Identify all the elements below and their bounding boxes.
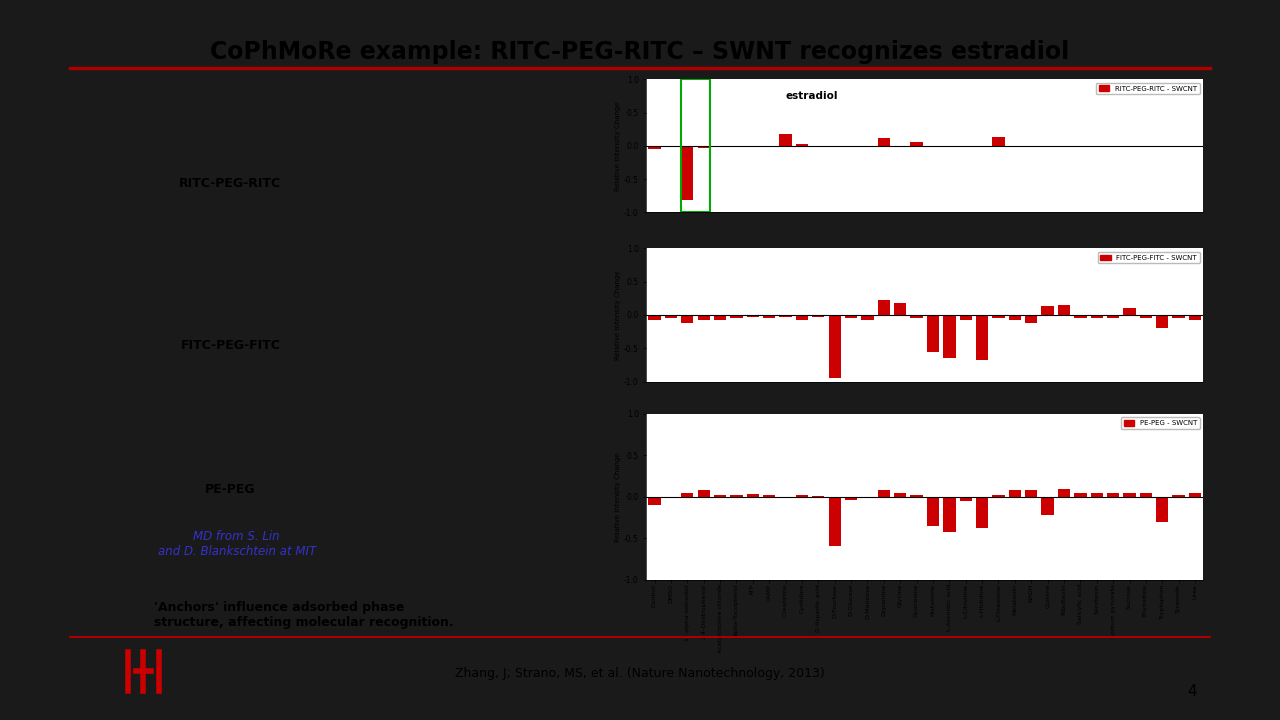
Bar	[1172, 495, 1185, 497]
Bar	[664, 497, 677, 498]
Bar	[1107, 315, 1119, 318]
Bar	[845, 497, 858, 500]
Bar	[1139, 493, 1152, 497]
Legend: FITC-PEG-FITC - SWCNT: FITC-PEG-FITC - SWCNT	[1097, 252, 1199, 264]
Bar	[796, 495, 808, 497]
Bar	[895, 493, 906, 497]
Bar	[780, 134, 792, 145]
Bar	[731, 495, 742, 497]
Legend: RITC-PEG-RITC - SWCNT: RITC-PEG-RITC - SWCNT	[1096, 83, 1199, 94]
Bar	[649, 497, 660, 505]
Bar	[927, 145, 940, 147]
Bar	[895, 303, 906, 315]
Bar	[1156, 497, 1169, 521]
Bar	[1124, 492, 1135, 497]
Bar	[1042, 306, 1053, 315]
Y-axis label: Relative Intensity Change: Relative Intensity Change	[616, 452, 621, 541]
Bar	[878, 490, 890, 497]
Bar	[681, 315, 694, 323]
Bar	[1139, 315, 1152, 318]
Bar	[681, 145, 694, 200]
Bar	[960, 145, 972, 147]
Bar	[992, 495, 1005, 497]
Bar	[714, 495, 726, 497]
Bar	[813, 315, 824, 317]
Bar	[1009, 490, 1021, 497]
Bar	[1057, 305, 1070, 315]
Bar	[681, 492, 694, 497]
Text: 'Anchors' influence adsorbed phase
structure, affecting molecular recognition.: 'Anchors' influence adsorbed phase struc…	[154, 601, 453, 629]
Bar	[910, 143, 923, 145]
Bar	[763, 315, 776, 318]
Bar	[878, 138, 890, 145]
Bar	[649, 145, 660, 149]
Bar	[681, 79, 710, 212]
Bar	[1074, 315, 1087, 318]
Bar	[664, 145, 677, 147]
Bar	[731, 315, 742, 318]
Bar	[861, 497, 874, 498]
Bar	[1124, 308, 1135, 315]
Bar	[992, 315, 1005, 318]
Bar	[992, 137, 1005, 145]
Bar	[1025, 315, 1037, 323]
Bar	[975, 497, 988, 528]
Bar	[1009, 315, 1021, 320]
Bar	[1172, 315, 1185, 318]
Bar	[1189, 315, 1201, 320]
Text: RITC-PEG-RITC: RITC-PEG-RITC	[179, 177, 282, 190]
Bar	[664, 315, 677, 318]
Bar	[943, 315, 955, 359]
Bar	[861, 315, 874, 320]
Bar	[714, 145, 726, 147]
Bar	[960, 315, 972, 320]
Bar	[1156, 315, 1169, 328]
Bar	[1107, 492, 1119, 497]
Bar	[714, 315, 726, 320]
Text: Zhang, J; Strano, MS, et al. (Nature Nanotechnology, 2013): Zhang, J; Strano, MS, et al. (Nature Nan…	[456, 667, 824, 680]
Bar	[649, 315, 660, 320]
Bar	[1189, 493, 1201, 497]
Bar	[746, 315, 759, 317]
Bar	[813, 496, 824, 497]
Bar	[1091, 492, 1103, 497]
Bar	[698, 145, 710, 148]
Bar	[1057, 488, 1070, 497]
Bar	[1042, 145, 1053, 147]
Bar	[845, 315, 858, 318]
Bar	[828, 497, 841, 546]
Bar	[910, 315, 923, 318]
Bar	[927, 315, 940, 351]
Bar	[1042, 497, 1053, 515]
Y-axis label: Relative Intensity Change: Relative Intensity Change	[616, 270, 621, 360]
Bar	[1172, 145, 1185, 147]
Text: 4: 4	[1187, 684, 1197, 698]
Bar	[698, 315, 710, 320]
Bar	[698, 490, 710, 497]
Bar	[1025, 490, 1037, 497]
Text: estradiol: estradiol	[786, 91, 838, 102]
Bar	[780, 315, 792, 317]
Text: FITC-PEG-FITC: FITC-PEG-FITC	[180, 339, 280, 352]
Bar	[878, 300, 890, 315]
Bar	[943, 497, 955, 531]
Bar	[975, 315, 988, 360]
Bar	[927, 497, 940, 526]
Bar	[910, 495, 923, 497]
Text: CoPhMoRe example: RITC-PEG-RITC – SWNT recognizes estradiol: CoPhMoRe example: RITC-PEG-RITC – SWNT r…	[210, 40, 1070, 63]
Y-axis label: Relative Intensity Change: Relative Intensity Change	[616, 101, 621, 191]
Bar	[796, 315, 808, 320]
Bar	[746, 495, 759, 497]
Bar	[975, 145, 988, 147]
Bar	[1009, 145, 1021, 147]
Bar	[763, 495, 776, 497]
Bar	[1074, 492, 1087, 497]
Bar	[960, 497, 972, 501]
Text: MD from S. Lin
and D. Blankschtein at MIT: MD from S. Lin and D. Blankschtein at MI…	[157, 530, 316, 557]
Bar	[1091, 315, 1103, 318]
Bar	[1091, 145, 1103, 147]
Text: PE-PEG: PE-PEG	[205, 483, 256, 496]
Bar	[828, 315, 841, 378]
Legend: PE-PEG - SWCNT: PE-PEG - SWCNT	[1121, 418, 1199, 429]
